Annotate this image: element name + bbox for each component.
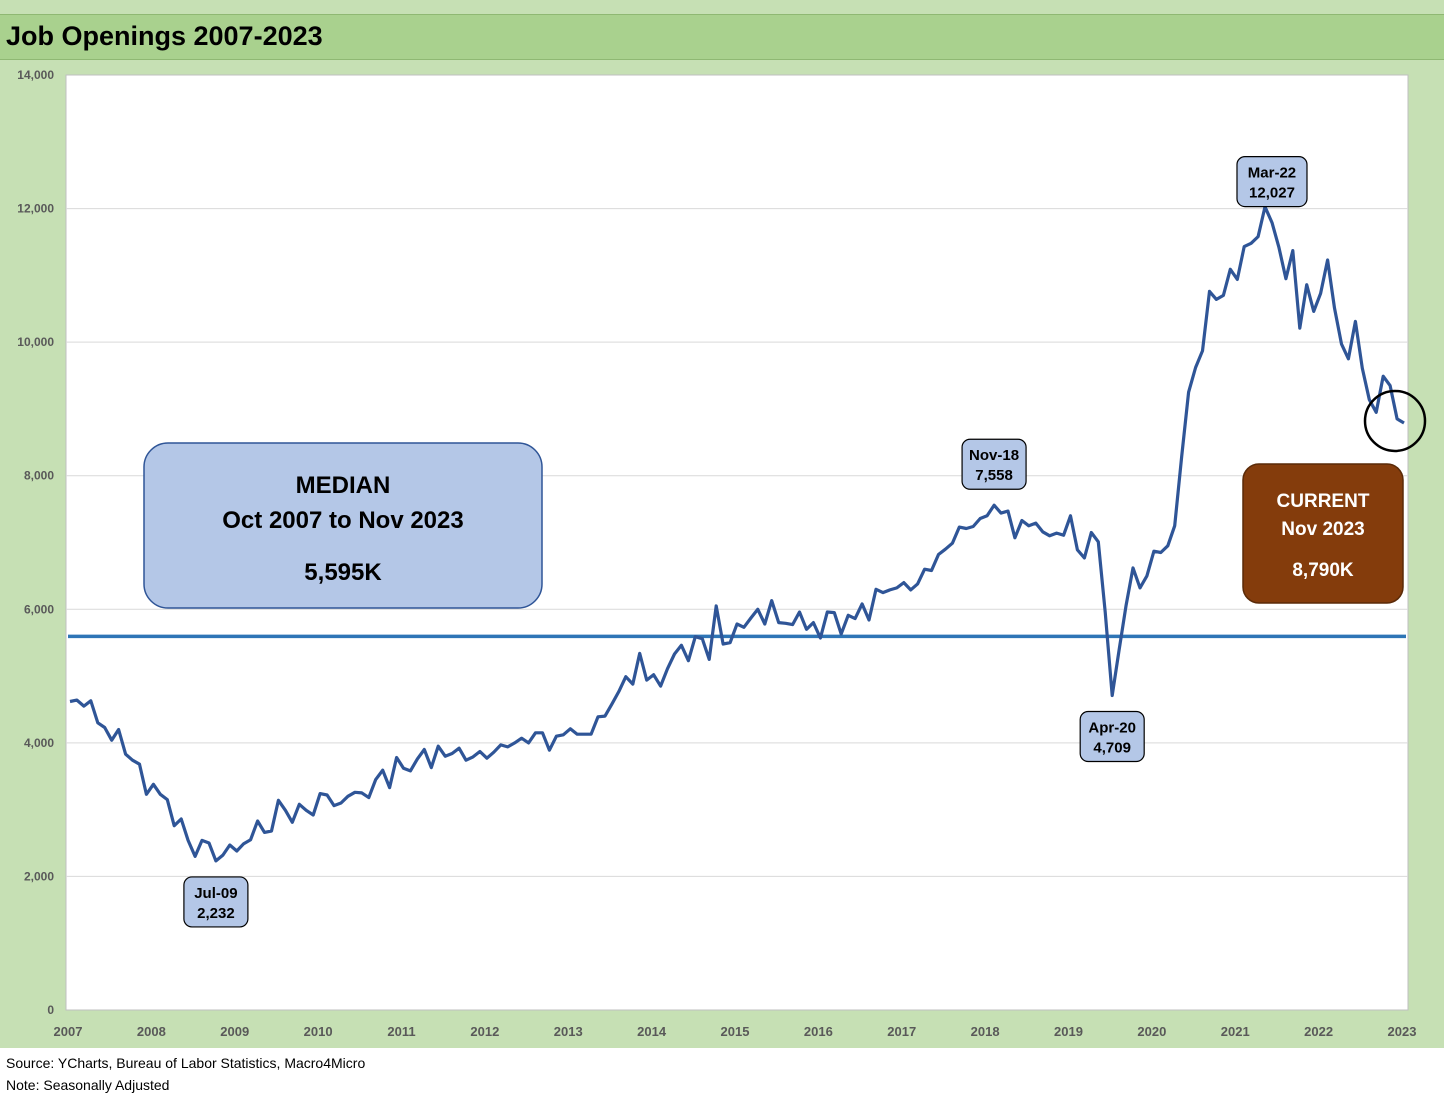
annotation-callout (1079, 710, 1145, 763)
x-tick-label: 2016 (804, 1024, 833, 1039)
annotation-callout (961, 438, 1027, 490)
y-tick-label: 12,000 (17, 202, 54, 216)
x-tick-label: 2018 (971, 1024, 1000, 1039)
median-label: MEDIAN (296, 472, 391, 499)
x-tick-label: 2011 (387, 1024, 415, 1039)
y-tick-label: 14,000 (17, 68, 54, 82)
x-tick-label: 2012 (470, 1024, 499, 1039)
current-value: 8,790K (1292, 560, 1354, 581)
y-tick-label: 0 (47, 1003, 54, 1017)
annotation-callout (1236, 155, 1308, 208)
median-box (143, 442, 543, 609)
annotation-date: Nov-18 (969, 447, 1019, 464)
chart-footer: Source: YCharts, Bureau of Labor Statist… (6, 1052, 365, 1096)
y-tick-label: 2,000 (24, 869, 54, 883)
series-line (69, 205, 1405, 863)
current-label: CURRENT (1277, 491, 1370, 512)
x-tick-label: 2022 (1304, 1024, 1333, 1039)
x-tick-label: 2010 (304, 1024, 333, 1039)
x-tick-label: 2009 (220, 1024, 249, 1039)
annotation-date: Jul-09 (194, 885, 237, 902)
annotation-callout (183, 876, 249, 928)
median-value: 5,595K (304, 559, 382, 586)
source-note: Source: YCharts, Bureau of Labor Statist… (6, 1055, 366, 1071)
y-tick-label: 6,000 (24, 602, 54, 616)
y-tick-label: 4,000 (24, 736, 54, 750)
job-openings-chart: 0 2,000 4,000 6,000 8,000 10,000 12,000 14,000 2… (17, 68, 1427, 1039)
median-period: Oct 2007 to Nov 2023 (222, 507, 463, 534)
title-bar: Job Openings 2007-2023 (0, 14, 1444, 60)
x-tick-label: 2019 (1054, 1024, 1083, 1039)
x-tick-label: 2014 (637, 1024, 667, 1039)
y-tick-label: 10,000 (17, 335, 54, 349)
current-period: Nov 2023 (1281, 519, 1364, 540)
annotation-date: Mar-22 (1248, 165, 1296, 182)
x-tick-label: 2020 (1137, 1024, 1166, 1039)
current-circle (1363, 389, 1427, 453)
annotation-date: Apr-20 (1088, 720, 1136, 737)
annotation-value: 12,027 (1249, 185, 1295, 202)
x-tick-label: 2021 (1221, 1024, 1250, 1039)
annotation-value: 2,232 (197, 905, 235, 922)
x-tick-label: 2023 (1388, 1024, 1417, 1039)
x-tick-label: 2013 (554, 1024, 583, 1039)
seasonal-note: Note: Seasonally Adjusted (6, 1077, 170, 1093)
annotation-value: 4,709 (1093, 740, 1131, 757)
x-tick-label: 2017 (887, 1024, 916, 1039)
annotation-value: 7,558 (975, 467, 1013, 484)
x-tick-label: 2015 (721, 1024, 750, 1039)
x-tick-label: 2008 (137, 1024, 166, 1039)
current-box (1242, 463, 1404, 604)
y-tick-label: 8,000 (24, 469, 54, 483)
x-tick-label: 2007 (54, 1024, 83, 1039)
chart-title: Job Openings 2007-2023 (6, 21, 323, 51)
